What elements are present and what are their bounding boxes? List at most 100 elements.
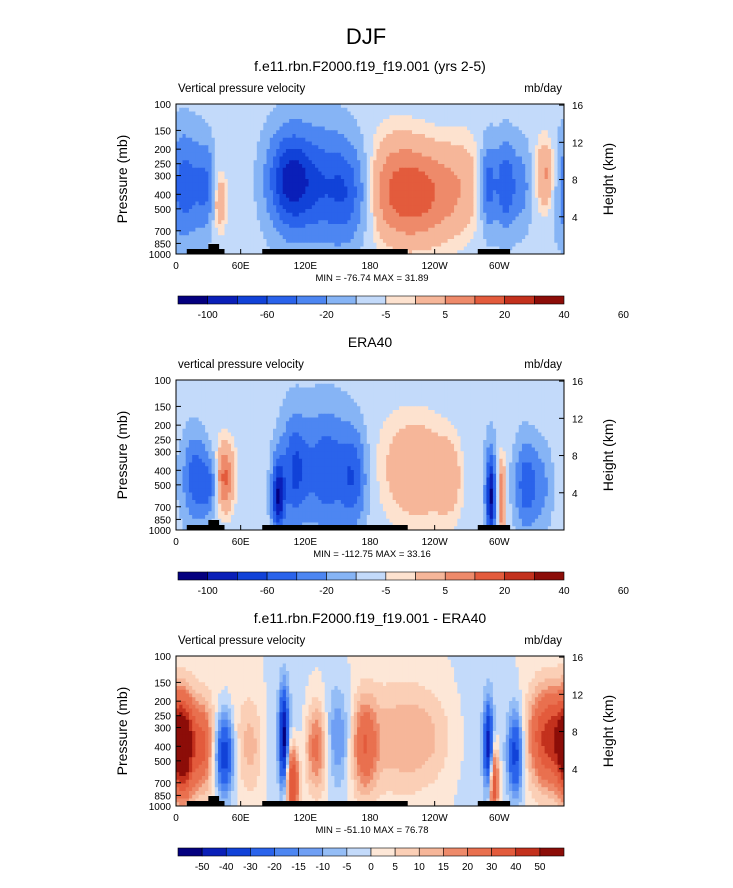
- heatmap-cell: [321, 134, 326, 139]
- heatmap-cell: [518, 182, 523, 187]
- heatmap-cell: [308, 209, 313, 214]
- heatmap-cell: [214, 164, 219, 169]
- heatmap-cell: [450, 227, 455, 232]
- heatmap-cell: [276, 380, 280, 385]
- heatmap-cell: [418, 186, 423, 191]
- heatmap-cell: [405, 171, 410, 176]
- heatmap-cell: [547, 160, 552, 165]
- heatmap-cell: [211, 130, 216, 135]
- heatmap-cell: [188, 141, 193, 146]
- heatmap-cell: [318, 171, 322, 176]
- heatmap-cell: [441, 186, 445, 191]
- heatmap-cell: [279, 205, 284, 210]
- heatmap-cell: [412, 212, 416, 217]
- heatmap-cell: [230, 182, 235, 187]
- heatmap-cell: [389, 107, 394, 112]
- heatmap-cell: [276, 246, 280, 251]
- heatmap-cell: [350, 227, 355, 232]
- heatmap-cell: [496, 130, 500, 135]
- heatmap-cell: [496, 179, 500, 184]
- heatmap-cell: [450, 186, 455, 191]
- heatmap-cell: [350, 186, 355, 191]
- heatmap-cell: [418, 231, 423, 236]
- heatmap-cell: [554, 160, 558, 165]
- heatmap-cell: [198, 134, 203, 139]
- heatmap-cell: [224, 186, 229, 191]
- heatmap-cell: [496, 164, 500, 169]
- heatmap-cell: [353, 246, 358, 251]
- heatmap-cell: [450, 231, 455, 236]
- heatmap-cell: [434, 130, 439, 135]
- heatmap-cell: [544, 167, 549, 172]
- heatmap-cell: [415, 141, 419, 146]
- heatmap-cell: [292, 227, 297, 232]
- heatmap-cell: [324, 190, 329, 195]
- heatmap-cell: [424, 175, 429, 180]
- heatmap-cell: [399, 104, 403, 109]
- heatmap-cell: [483, 205, 487, 210]
- heatmap-cell: [379, 104, 384, 109]
- heatmap-cell: [389, 145, 394, 150]
- heatmap-cell: [176, 231, 180, 236]
- heatmap-cell: [295, 126, 300, 131]
- heatmap-cell: [201, 160, 206, 165]
- heatmap-cell: [505, 126, 510, 131]
- heatmap-cell: [547, 216, 552, 221]
- heatmap-cell: [198, 115, 203, 120]
- heatmap-cell: [418, 239, 423, 244]
- heatmap-cell: [502, 182, 507, 187]
- heatmap-cell: [441, 149, 445, 154]
- heatmap-cell: [538, 194, 542, 199]
- heatmap-cell: [483, 186, 487, 191]
- heatmap-cell: [315, 209, 319, 214]
- heatmap-cell: [521, 179, 526, 184]
- heatmap-cell: [492, 160, 497, 165]
- heatmap-cell: [389, 380, 394, 385]
- heatmap-cell: [366, 216, 371, 221]
- heatmap-cell: [208, 122, 212, 127]
- heatmap-cell: [289, 224, 293, 229]
- heatmap-cell: [486, 220, 491, 225]
- heatmap-cell: [554, 235, 558, 240]
- heatmap-cell: [544, 194, 549, 199]
- heatmap-cell: [454, 156, 458, 161]
- heatmap-cell: [395, 239, 400, 244]
- heatmap-cell: [260, 179, 264, 184]
- heatmap-cell: [476, 197, 481, 202]
- heatmap-cell: [256, 239, 261, 244]
- heatmap-cell: [489, 164, 494, 169]
- heatmap-cell: [331, 205, 335, 210]
- heatmap-cell: [282, 145, 287, 150]
- heatmap-cell: [441, 201, 445, 206]
- heatmap-cell: [366, 197, 371, 202]
- heatmap-cell: [560, 175, 565, 180]
- heatmap-cell: [415, 182, 419, 187]
- heatmap-cell: [389, 201, 394, 206]
- heatmap-cell: [237, 224, 242, 229]
- heatmap-cell: [382, 194, 387, 199]
- heatmap-cell: [273, 130, 277, 135]
- heatmap-cell: [279, 104, 284, 109]
- heatmap-cell: [302, 201, 306, 206]
- heatmap-cell: [289, 164, 293, 169]
- heatmap-cell: [437, 171, 442, 176]
- heatmap-cell: [547, 104, 552, 109]
- heatmap-cell: [554, 164, 558, 169]
- heatmap-cell: [260, 160, 264, 165]
- heatmap-cell: [483, 130, 487, 135]
- heatmap-cell: [224, 164, 229, 169]
- heatmap-cell: [360, 242, 364, 247]
- heatmap-cell: [505, 137, 510, 142]
- heatmap-cell: [285, 179, 290, 184]
- heatmap-cell: [211, 216, 216, 221]
- heatmap-cell: [276, 201, 280, 206]
- heatmap-cell: [521, 122, 526, 127]
- heatmap-cell: [402, 239, 406, 244]
- heatmap-cell: [250, 194, 254, 199]
- heatmap-cell: [214, 205, 219, 210]
- heatmap-cell: [560, 149, 565, 154]
- heatmap-cell: [457, 246, 461, 251]
- heatmap-cell: [198, 239, 203, 244]
- heatmap-cell: [560, 186, 565, 191]
- heatmap-cell: [392, 149, 397, 154]
